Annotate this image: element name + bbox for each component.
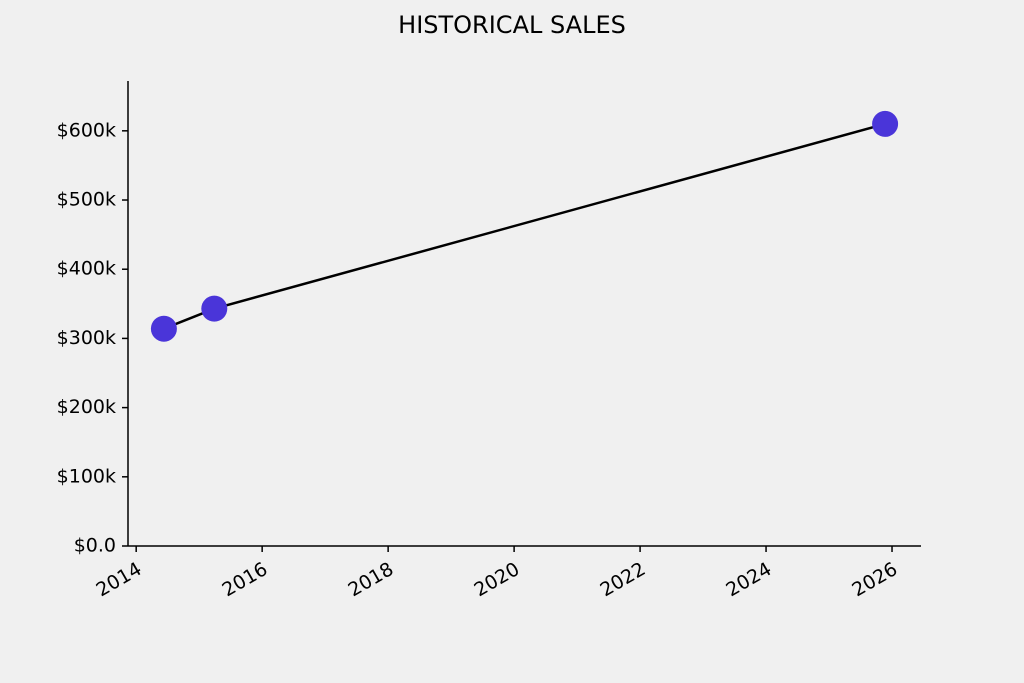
x-tick-label: 2020 — [470, 558, 523, 601]
data-point — [872, 110, 899, 137]
y-tick-label: $100k — [57, 465, 116, 487]
y-tick-label: $300k — [57, 327, 116, 349]
x-tick-label: 2016 — [219, 558, 272, 601]
x-tick-label: 2014 — [93, 558, 146, 601]
data-point — [150, 315, 177, 342]
y-tick-label: $200k — [57, 396, 116, 418]
x-tick-label: 2022 — [596, 558, 649, 601]
x-tick-label: 2026 — [848, 558, 901, 601]
x-tick-label: 2018 — [345, 558, 398, 601]
x-tick-label: 2024 — [722, 558, 775, 601]
y-tick-label: $400k — [57, 258, 116, 280]
data-point — [201, 295, 228, 322]
chart-title: HISTORICAL SALES — [398, 11, 626, 39]
y-tick-label: $500k — [57, 189, 116, 211]
y-tick-label: $0.0 — [74, 535, 116, 557]
series-line — [163, 122, 886, 330]
y-tick-label: $600k — [57, 119, 116, 141]
